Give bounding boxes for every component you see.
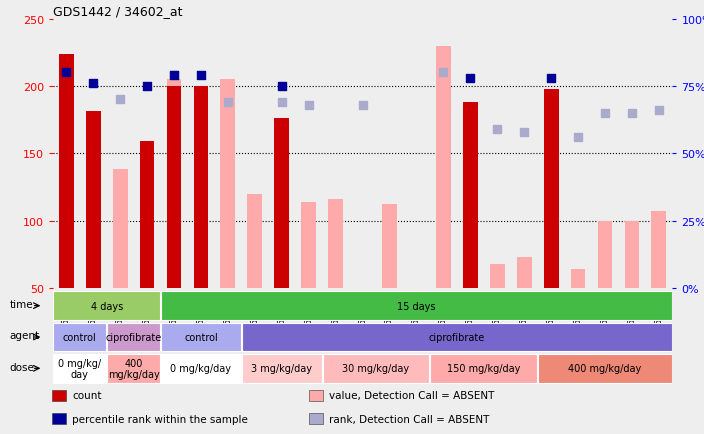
Bar <box>107 354 160 383</box>
Bar <box>52 390 65 401</box>
Bar <box>220 80 235 288</box>
Bar <box>54 354 106 383</box>
Text: 30 mg/kg/day: 30 mg/kg/day <box>342 364 410 373</box>
Bar <box>167 87 182 288</box>
Point <box>115 97 126 104</box>
Point <box>276 99 287 106</box>
Text: value, Detection Call = ABSENT: value, Detection Call = ABSENT <box>329 391 494 401</box>
Bar <box>139 142 154 288</box>
Text: control: control <box>63 332 96 342</box>
Bar <box>382 205 397 288</box>
Text: 4 days: 4 days <box>91 301 122 311</box>
Bar <box>517 257 532 288</box>
Text: rank, Detection Call = ABSENT: rank, Detection Call = ABSENT <box>329 414 489 424</box>
Point <box>87 81 99 88</box>
Bar <box>571 270 586 288</box>
Bar <box>309 390 322 401</box>
Point <box>168 72 180 79</box>
Text: 0 mg/kg/day: 0 mg/kg/day <box>170 364 232 373</box>
Point <box>61 70 72 77</box>
Text: dose: dose <box>10 362 34 372</box>
Bar <box>86 112 101 288</box>
Bar <box>107 323 160 352</box>
Bar <box>543 89 558 288</box>
Text: time: time <box>10 299 33 309</box>
Bar <box>463 103 478 288</box>
Bar <box>598 221 612 288</box>
Point <box>627 110 638 117</box>
Text: 3 mg/kg/day: 3 mg/kg/day <box>251 364 313 373</box>
Bar <box>242 354 322 383</box>
Point <box>357 102 368 109</box>
Bar <box>161 354 241 383</box>
Text: 400 mg/kg/day: 400 mg/kg/day <box>568 364 641 373</box>
Bar <box>247 194 262 288</box>
Bar <box>242 323 672 352</box>
Text: control: control <box>184 332 218 342</box>
Point <box>276 83 287 90</box>
Text: count: count <box>72 391 101 401</box>
Point <box>465 75 476 82</box>
Point <box>546 75 557 82</box>
Bar <box>113 170 127 288</box>
Point <box>303 102 314 109</box>
Bar <box>161 323 241 352</box>
Point <box>653 107 665 114</box>
Bar <box>275 119 289 288</box>
Text: agent: agent <box>10 331 39 341</box>
Point <box>195 72 206 79</box>
Bar <box>54 323 106 352</box>
Bar <box>194 87 208 288</box>
Text: GDS1442 / 34602_at: GDS1442 / 34602_at <box>53 5 182 18</box>
Bar <box>430 354 537 383</box>
Point <box>519 129 530 136</box>
Point <box>599 110 610 117</box>
Text: ciprofibrate: ciprofibrate <box>429 332 485 342</box>
Bar <box>59 54 74 288</box>
Point <box>168 72 180 79</box>
Bar <box>490 264 505 288</box>
Text: percentile rank within the sample: percentile rank within the sample <box>72 414 248 424</box>
Text: 400
mg/kg/day: 400 mg/kg/day <box>108 358 160 379</box>
Bar <box>301 202 316 288</box>
Bar <box>161 292 672 320</box>
Text: 150 mg/kg/day: 150 mg/kg/day <box>447 364 520 373</box>
Point <box>222 99 234 106</box>
Bar <box>52 414 65 424</box>
Text: 0 mg/kg/
day: 0 mg/kg/ day <box>58 358 101 379</box>
Point <box>142 83 153 90</box>
Point <box>572 134 584 141</box>
Bar <box>167 80 182 288</box>
Bar <box>309 414 322 424</box>
Point <box>438 70 449 77</box>
Bar <box>538 354 672 383</box>
Bar <box>322 354 429 383</box>
Bar <box>624 221 639 288</box>
Bar <box>328 200 343 288</box>
Text: ciprofibrate: ciprofibrate <box>106 332 162 342</box>
Text: 15 days: 15 days <box>397 301 436 311</box>
Bar <box>436 46 451 288</box>
Point <box>491 126 503 133</box>
Bar <box>54 292 160 320</box>
Bar <box>651 212 666 288</box>
